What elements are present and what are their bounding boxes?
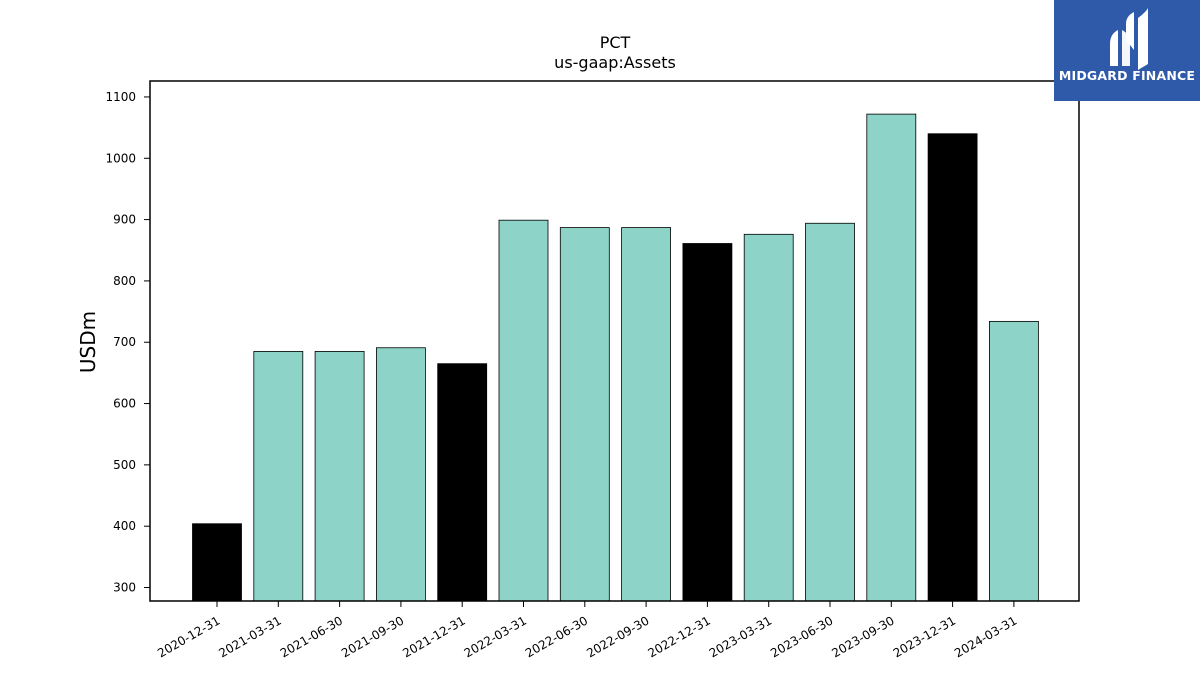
x-tick-label: 2022-09-30 [584, 613, 651, 660]
y-tick-label: 1000 [105, 151, 136, 165]
chart-subtitle: us-gaap:Assets [554, 53, 676, 72]
x-tick-label: 2022-06-30 [523, 613, 590, 660]
y-tick-label: 900 [113, 213, 136, 227]
bar-2021-12-31 [437, 363, 488, 602]
y-axis-ticks: 300 400 500 600 700 800 900 1000 1100 [105, 90, 150, 595]
y-tick-label: 1100 [105, 90, 136, 104]
bar-2021-06-30 [314, 351, 365, 602]
y-tick-label: 400 [113, 519, 136, 533]
x-tick-label: 2023-09-30 [829, 613, 896, 660]
x-tick-label: 2022-12-31 [645, 613, 712, 660]
y-tick-label: 600 [113, 397, 136, 411]
x-tick-label: 2021-03-31 [216, 613, 283, 660]
bar-2023-12-31 [927, 133, 978, 602]
y-tick-label: 700 [113, 335, 136, 349]
bar-2023-06-30 [805, 222, 855, 602]
x-axis-ticks: 2020-12-312021-03-312021-06-302021-09-30… [155, 601, 1019, 660]
x-tick-label: 2024-03-31 [952, 613, 1019, 660]
y-tick-label: 500 [113, 458, 136, 472]
x-tick-label: 2021-06-30 [278, 613, 345, 660]
bar-2022-12-31 [682, 243, 733, 602]
y-tick-label: 300 [113, 581, 136, 595]
bar-2022-06-30 [559, 227, 610, 602]
plot-frame [149, 80, 1080, 602]
chart-title: PCT [600, 33, 631, 52]
x-tick-label: 2022-03-31 [462, 613, 529, 660]
x-tick-label: 2023-06-30 [768, 613, 835, 660]
x-tick-label: 2021-09-30 [339, 613, 406, 660]
x-tick-label: 2020-12-31 [155, 613, 222, 660]
bars-group [192, 113, 1039, 602]
bar-2022-03-31 [498, 219, 549, 602]
y-axis-label: USDm [76, 311, 100, 373]
bar-2023-09-30 [866, 113, 917, 602]
bar-2022-09-30 [621, 227, 671, 602]
bar-2023-03-31 [743, 233, 794, 602]
x-tick-label: 2021-12-31 [400, 613, 467, 660]
midgard-finance-logo: MIDGARD FINANCE [1054, 0, 1200, 101]
midgard-logo-icon [1110, 8, 1148, 70]
bar-2020-12-31 [192, 523, 242, 602]
bar-2021-09-30 [375, 347, 426, 602]
y-tick-label: 800 [113, 274, 136, 288]
bar-2021-03-31 [253, 351, 304, 602]
logo-text: MIDGARD FINANCE [1058, 68, 1196, 83]
bar-2024-03-31 [989, 320, 1039, 602]
x-tick-label: 2023-03-31 [707, 613, 774, 660]
x-tick-label: 2023-12-31 [891, 613, 958, 660]
